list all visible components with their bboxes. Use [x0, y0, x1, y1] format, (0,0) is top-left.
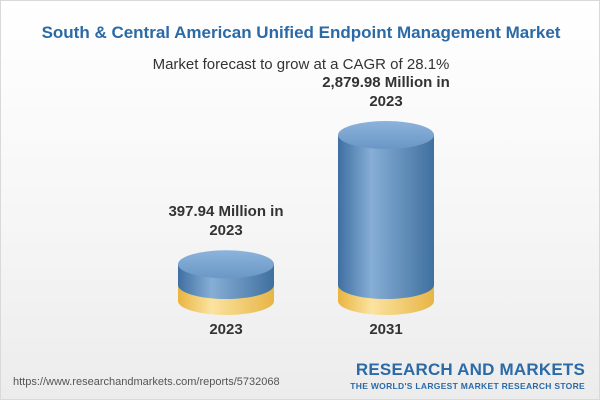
brand-tagline: THE WORLD'S LARGEST MARKET RESEARCH STOR… — [350, 381, 585, 391]
bar-2023-column-top — [178, 250, 274, 279]
bar-2031-column-top — [338, 121, 434, 149]
bar-2031-column-side — [338, 135, 434, 299]
value-label-2023: 397.94 Million in 2023 — [168, 203, 284, 240]
value-label-2031: 2,879.98 Million in 2023 — [322, 74, 450, 110]
brand-name: RESEARCH AND MARKETS — [355, 360, 585, 379]
category-label-2031: 2031 — [369, 321, 403, 338]
chart-title: South & Central American Unified Endpoin… — [41, 23, 561, 42]
brand-logo: RESEARCH AND MARKETS THE WORLD'S LARGEST… — [350, 360, 585, 391]
source-url[interactable]: https://www.researchandmarkets.com/repor… — [13, 376, 280, 388]
category-label-2023: 2023 — [209, 321, 243, 338]
chart-subtitle: Market forecast to grow at a CAGR of 28.… — [152, 56, 450, 73]
